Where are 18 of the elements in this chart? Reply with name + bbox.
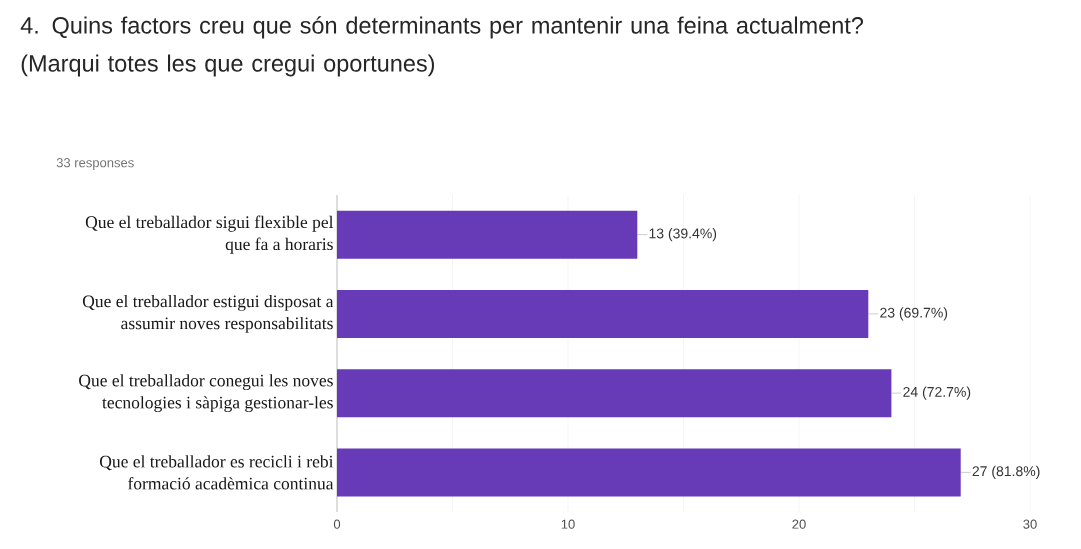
data-label: 13 (39.4%) <box>649 228 717 242</box>
data-label: 23 (69.7%) <box>880 307 948 321</box>
bar <box>337 289 869 338</box>
y-tick-label: Que el treballador conegui les noves tecnologies i sàpiga gestionar-les <box>79 374 333 413</box>
data-label: 24 (72.7%) <box>903 386 971 400</box>
y-tick-label: Que el treballador es recicli i rebi formació acadèmica continua <box>100 455 334 490</box>
y-tick-label: Que el treballador sigui flexible pel que fa a horaris <box>85 215 334 254</box>
data-label: 27 (81.8%) <box>972 465 1040 479</box>
text: 33 responses <box>56 158 134 170</box>
bar <box>337 369 892 418</box>
x-tick-label: 30 <box>1023 519 1037 529</box>
chart-title: 4. Quins factors creu que són determinants per mantenir una feina actualment? (Marqui totes les que cregui oportunes) <box>20 16 864 77</box>
bar <box>337 448 961 497</box>
x-tick-label: 0 <box>333 519 341 529</box>
x-tick-label: 10 <box>561 519 575 529</box>
y-tick-label: Que el treballador estigui disposat a assumir noves responsabilitats <box>82 294 334 333</box>
x-tick-label: 20 <box>792 519 806 529</box>
bar <box>337 210 638 259</box>
